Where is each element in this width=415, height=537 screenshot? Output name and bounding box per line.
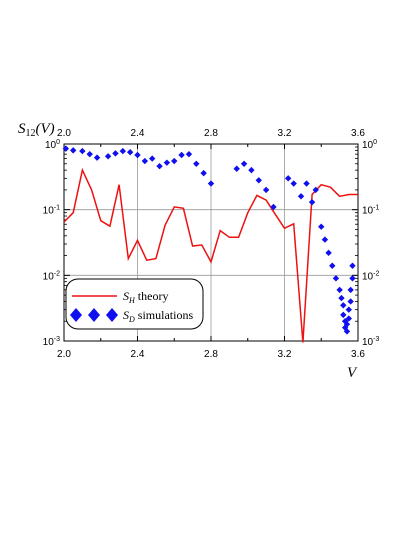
simulation-point <box>207 180 215 187</box>
simulation-point <box>345 306 353 313</box>
x-tick-labels-bottom: 2.0 2.4 2.8 3.2 3.6 <box>57 349 365 360</box>
simulation-point <box>340 302 347 309</box>
simulation-point <box>343 321 351 328</box>
simulation-point <box>248 166 255 174</box>
simulation-point <box>303 180 310 187</box>
y-tick-label: 10-2 <box>43 270 60 282</box>
simulation-point <box>255 177 262 184</box>
simulation-point <box>126 149 134 156</box>
y-tick-labels-right: 100 10-1 10-2 10-3 <box>362 139 379 348</box>
x-tick-label: 2.0 <box>57 349 71 360</box>
y-tick-labels-left: 100 10-1 10-2 10-3 <box>43 139 60 348</box>
legend-diamond-1 <box>70 308 82 322</box>
simulation-point <box>163 159 171 166</box>
series-simulations <box>62 145 356 335</box>
simulation-point <box>134 151 141 159</box>
series-theory <box>63 167 359 343</box>
simulation-point <box>185 150 193 158</box>
simulation-point <box>338 294 345 302</box>
simulation-point <box>69 147 77 154</box>
simulation-point <box>270 203 277 211</box>
legend-theory-sub: H <box>128 296 136 305</box>
y-axis-label: S12(V) <box>18 121 55 139</box>
x-tick-label: 3.2 <box>278 349 292 360</box>
y-axis-label-sub: 12 <box>26 128 36 139</box>
simulation-point <box>349 275 356 282</box>
simulation-point <box>312 186 319 194</box>
simulation-point <box>297 193 305 200</box>
simulation-point <box>308 198 316 206</box>
simulation-point <box>178 151 185 159</box>
simulation-point <box>112 150 119 157</box>
legend-box <box>65 278 204 330</box>
simulation-point <box>343 328 351 335</box>
simulation-point <box>329 262 336 269</box>
legend-theory-symbol: S <box>123 289 129 303</box>
simulation-point <box>262 186 270 194</box>
legend-diamond-2 <box>88 308 100 322</box>
simulation-point <box>347 298 354 305</box>
y-tick-label: 10-1 <box>43 205 60 217</box>
legend-simulations-text: simulations <box>135 308 194 322</box>
x-tick-label: 3.6 <box>351 349 365 360</box>
y-tick-label: 10-3 <box>43 336 60 348</box>
x-tick-label: 2.4 <box>131 349 145 360</box>
plot-area: 2.0 2.4 2.8 3.2 3.6 2.0 2.4 2.8 3.2 3.6 10010-11… <box>43 128 380 360</box>
y-tick-label-right: 100 <box>362 139 377 151</box>
simulation-point <box>119 147 126 155</box>
simulation-point <box>104 153 112 160</box>
simulation-point <box>171 157 178 165</box>
y-tick-label-right: 10-1 <box>362 205 379 217</box>
y-tick-label-right: 10-2 <box>362 270 379 282</box>
simulation-point <box>318 223 325 230</box>
simulation-point <box>93 154 101 161</box>
simulation-point <box>240 160 248 167</box>
legend-theory-text: theory <box>135 289 169 303</box>
simulation-point <box>325 249 332 257</box>
legend-theory-label: SH theory <box>123 289 168 305</box>
simulation-point <box>345 315 353 322</box>
simulation-point <box>86 150 93 158</box>
simulation-point <box>290 180 297 187</box>
simulation-point <box>62 145 70 152</box>
simulation-point <box>79 147 86 155</box>
x-axis-label: V <box>347 365 358 381</box>
x-tick-label-top: 3.6 <box>351 128 365 139</box>
simulation-point <box>332 275 340 282</box>
simulation-point <box>340 311 347 319</box>
simulation-point <box>141 157 149 165</box>
legend-diamond-3 <box>106 308 118 322</box>
simulation-point <box>321 236 329 243</box>
y-tick-label: 100 <box>45 139 60 151</box>
x-tick-label-top: 2.4 <box>131 128 145 139</box>
simulation-point <box>349 262 356 269</box>
x-tick-label-top: 2.0 <box>57 128 71 139</box>
simulation-point <box>336 286 343 294</box>
x-tick-label: 2.8 <box>204 349 218 360</box>
simulation-point <box>233 165 240 172</box>
simulation-point <box>200 169 207 177</box>
x-tick-label-top: 3.2 <box>278 128 292 139</box>
simulation-point <box>284 175 292 182</box>
legend-simulations-markers <box>70 308 118 322</box>
x-tick-label-top: 2.8 <box>204 128 218 139</box>
legend-simulations-sub: D <box>128 315 135 324</box>
legend-simulations-symbol: S <box>123 308 129 322</box>
y-axis-label-main: S <box>18 121 26 137</box>
y-tick-label-right: 10-3 <box>362 336 379 348</box>
y-axis-label-rest: (V) <box>36 121 55 137</box>
legend: SH theory SD simulations <box>65 278 204 330</box>
simulation-point <box>193 160 200 167</box>
simulation-point <box>149 155 156 162</box>
x-tick-labels-top: 2.0 2.4 2.8 3.2 3.6 <box>57 128 365 139</box>
legend-simulations-label: SD simulations <box>123 308 193 324</box>
simulation-point <box>156 162 163 170</box>
simulation-point <box>347 286 354 294</box>
